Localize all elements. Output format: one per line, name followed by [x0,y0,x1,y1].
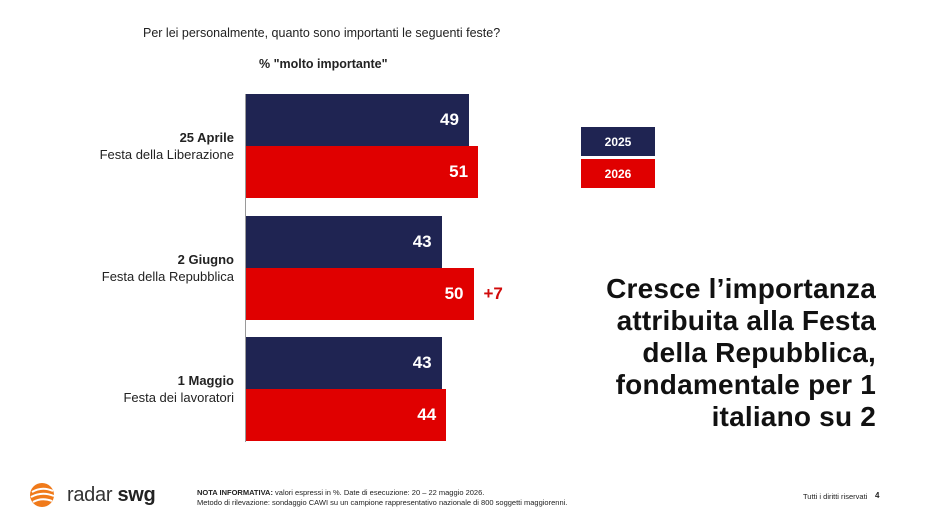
bar-2026: 50 [246,268,474,320]
category-label: 25 Aprile Festa della Liberazione [40,129,234,163]
bar-value-label: 51 [449,162,469,181]
category-name: 2 Giugno [177,252,234,267]
methodology-note: NOTA INFORMATIVA: valori espressi in %. … [197,488,568,507]
bar-2026: 51 [246,146,479,198]
category-label: 1 Maggio Festa dei lavoratori [40,372,234,406]
bar-value-label: 44 [417,405,437,424]
rights-text: Tutti i diritti riservati [803,492,868,501]
bar-2025: 43 [246,337,442,389]
delta-annotation: +7 [483,284,503,303]
chart-subtitle: % "molto importante" [259,57,388,71]
radar-logo-icon [30,483,55,507]
brand-name: radar swg [67,483,156,506]
bar-2025: 49 [246,94,469,146]
headline-line: fondamentale per 1 [615,369,876,400]
bar-2026: 44 [246,389,447,441]
bar-value-label: 49 [440,110,459,129]
category-desc: Festa della Repubblica [101,269,234,284]
category-name: 1 Maggio [177,373,234,388]
headline-line: Cresce l’importanza [606,273,876,304]
bar-value-label: 50 [444,284,464,303]
category-desc: Festa dei lavoratori [123,390,234,405]
bar-2025: 43 [246,216,442,268]
legend-item-2026: 2026 [581,159,655,188]
category-desc: Festa della Liberazione [99,147,234,162]
legend-item-2025: 2025 [581,127,655,156]
headline: Cresce l’importanza attribuita alla Festa… [496,273,876,433]
axis-line [245,94,246,442]
category-name: 25 Aprile [179,130,234,145]
bar-value-label: 43 [412,353,432,372]
headline-line: italiano su 2 [711,401,876,432]
brand-logo: radar swg [27,480,156,510]
headline-line: della Repubblica, [642,337,876,368]
bar-value-label: 43 [412,232,432,251]
headline-line: attribuita alla Festa [616,305,876,336]
category-label: 2 Giugno Festa della Repubblica [40,251,234,285]
page-number: 4 [875,491,880,500]
question-text: Per lei personalmente, quanto sono impor… [143,26,501,40]
